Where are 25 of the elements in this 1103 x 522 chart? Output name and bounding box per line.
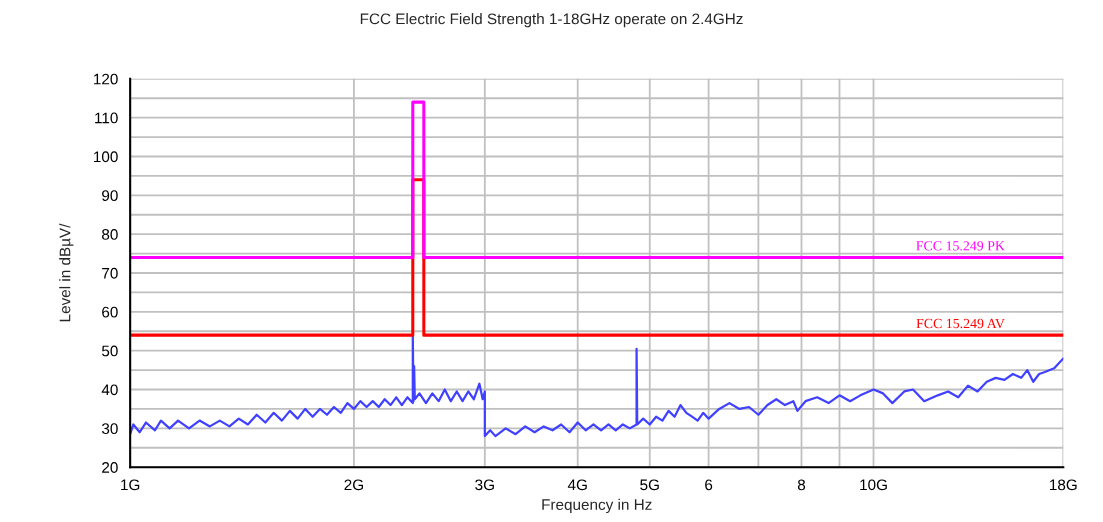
x-tick-label: 8 (797, 479, 806, 491)
x-tick-label: 6 (705, 479, 713, 491)
y-tick-label: 40 (101, 384, 118, 396)
y-tick-label: 50 (101, 345, 118, 357)
y-tick-label: 120 (94, 73, 118, 85)
x-tick-label: 2G (344, 479, 363, 491)
y-tick-label: 110 (95, 112, 118, 124)
y-tick-label: 90 (102, 190, 118, 202)
x-tick-label: 3G (475, 479, 494, 491)
x-tick-label: 18G (1050, 479, 1077, 491)
y-tick-label: 30 (101, 423, 118, 435)
x-axis-title: Frequency in Hz (542, 498, 652, 514)
y-tick-label: 60 (102, 306, 118, 318)
y-axis-title: Level in dBµV/ (59, 223, 74, 322)
x-tick-label: 10G (860, 479, 887, 491)
x-tick-label: 4G (567, 479, 587, 491)
series-label: FCC 15.249 AV (916, 318, 1005, 329)
y-tick-label: 20 (102, 462, 118, 473)
x-tick-label: 1G (121, 479, 140, 491)
y-tick-label: 100 (94, 151, 118, 163)
chart-title: FCC Electric Field Strength 1-18GHz operate on 2.4GHz (360, 13, 743, 28)
x-tick-label: 5G (640, 479, 659, 491)
y-tick-label: 70 (102, 267, 118, 279)
series-label: FCC 15.249 PK (916, 241, 1005, 251)
y-tick-label: 80 (102, 229, 118, 240)
